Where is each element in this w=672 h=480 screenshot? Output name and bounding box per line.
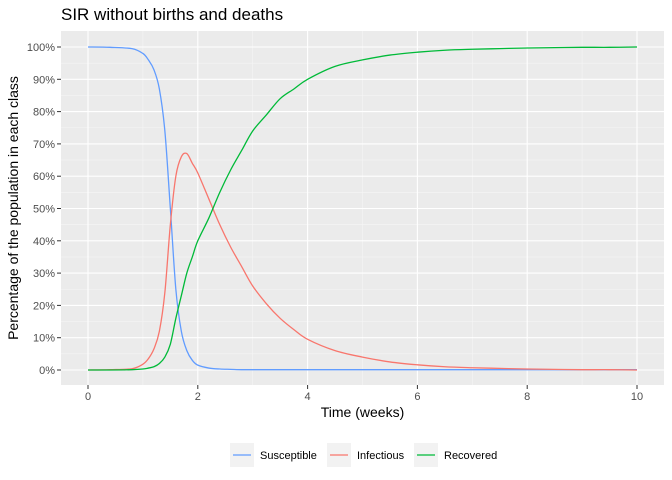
y-tick-label: 100% [27, 42, 55, 54]
x-axis-ticks: 0 2 4 6 8 10 [85, 385, 643, 403]
x-tick-label: 6 [414, 391, 420, 403]
y-tick-label: 70% [33, 139, 55, 151]
series-line-susceptible [87, 46, 637, 371]
x-axis-title: Time (weeks) [321, 404, 405, 420]
y-tick-label: 0% [39, 365, 55, 377]
x-tick-label: 10 [631, 391, 643, 403]
legend-label: Susceptible [260, 450, 317, 462]
legend-item-infectious: Infectious [327, 443, 405, 467]
y-tick-label: 50% [33, 204, 55, 216]
y-tick-label: 80% [33, 107, 55, 119]
series-line-infectious [87, 152, 638, 371]
y-tick-label: 20% [33, 300, 55, 312]
y-tick-label: 30% [33, 268, 55, 280]
y-tick-label: 40% [33, 236, 55, 248]
series-line-recovered [87, 46, 638, 371]
y-axis-ticks: 0% 10% 20% 30% 40% 50% 60% 70% 80% 90% 100% [27, 42, 61, 377]
x-tick-label: 4 [305, 391, 311, 403]
y-axis-title: Percentage of the population in each cla… [5, 76, 21, 340]
x-tick-label: 8 [524, 391, 530, 403]
legend: Susceptible Infectious Recovered [230, 443, 497, 467]
x-tick-label: 2 [195, 391, 201, 403]
legend-item-recovered: Recovered [414, 443, 497, 467]
y-tick-label: 60% [33, 171, 55, 183]
y-tick-label: 90% [33, 74, 55, 86]
legend-item-susceptible: Susceptible [230, 443, 317, 467]
x-tick-label: 0 [85, 391, 91, 403]
legend-label: Recovered [444, 450, 497, 462]
legend-label: Infectious [357, 450, 405, 462]
series-lines [87, 46, 638, 371]
y-tick-label: 10% [33, 333, 55, 345]
chart-title: SIR without births and deaths [61, 5, 283, 24]
